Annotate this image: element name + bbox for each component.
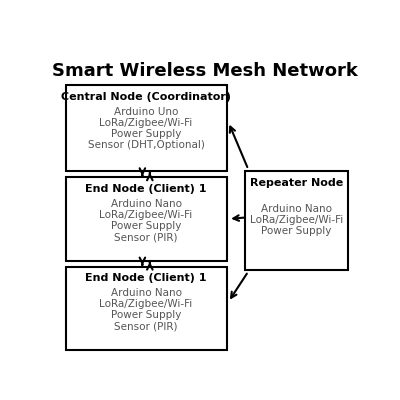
Text: Power Supply: Power Supply [111, 221, 181, 231]
Text: Power Supply: Power Supply [111, 129, 181, 139]
Text: Arduino Uno: Arduino Uno [114, 106, 178, 116]
Text: Central Node (Coordinator): Central Node (Coordinator) [61, 92, 231, 102]
Text: Repeater Node: Repeater Node [250, 178, 343, 188]
Text: Arduino Nano: Arduino Nano [110, 288, 182, 298]
Text: Sensor (DHT,Optional): Sensor (DHT,Optional) [88, 140, 204, 150]
Text: End Node (Client) 1: End Node (Client) 1 [85, 184, 207, 194]
Text: LoRa/Zigbee/Wi-Fi: LoRa/Zigbee/Wi-Fi [100, 118, 193, 128]
FancyBboxPatch shape [66, 177, 227, 260]
Text: Arduino Nano: Arduino Nano [110, 199, 182, 209]
Text: End Node (Client) 1: End Node (Client) 1 [85, 274, 207, 284]
FancyBboxPatch shape [66, 85, 227, 171]
Text: LoRa/Zigbee/Wi-Fi: LoRa/Zigbee/Wi-Fi [100, 299, 193, 309]
Text: LoRa/Zigbee/Wi-Fi: LoRa/Zigbee/Wi-Fi [250, 215, 343, 225]
Text: Sensor (PIR): Sensor (PIR) [114, 322, 178, 332]
Text: Power Supply: Power Supply [111, 310, 181, 320]
FancyBboxPatch shape [66, 267, 227, 350]
Text: Arduino Nano: Arduino Nano [261, 204, 332, 214]
FancyBboxPatch shape [245, 171, 348, 270]
Text: Power Supply: Power Supply [261, 226, 332, 236]
Text: LoRa/Zigbee/Wi-Fi: LoRa/Zigbee/Wi-Fi [100, 210, 193, 220]
Text: Smart Wireless Mesh Network: Smart Wireless Mesh Network [52, 62, 358, 80]
Text: Sensor (PIR): Sensor (PIR) [114, 232, 178, 242]
